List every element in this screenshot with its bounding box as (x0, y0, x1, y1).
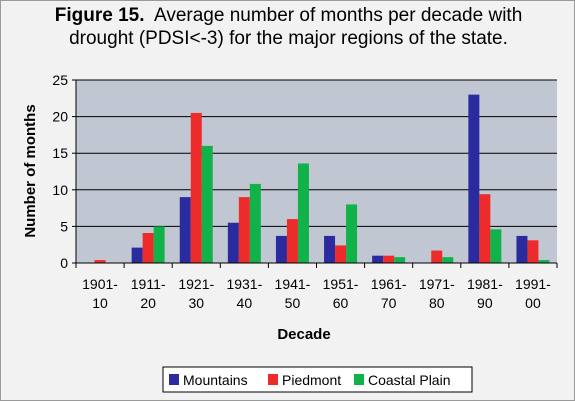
figure-number: Figure 15. (54, 5, 145, 26)
y-tick-labels: 0 5 10 15 20 25 (52, 72, 76, 271)
x-tick-label: 1941-50 (275, 276, 311, 311)
bar-piedmont (142, 232, 154, 263)
legend-label: Coastal Plain (368, 372, 451, 388)
bar-coastal-plain (297, 163, 309, 263)
bar-coastal-plain (153, 226, 165, 263)
x-tick-label: 1981-90 (467, 276, 503, 311)
x-tick-label: 1911-20 (131, 276, 166, 311)
bar-mountains (468, 94, 480, 263)
y-tick-label: 10 (52, 182, 68, 198)
legend-items: Mountains Piedmont Coastal Plain (169, 372, 451, 388)
bar-coastal-plain (490, 229, 502, 263)
legend-swatch (354, 374, 364, 385)
legend-box (162, 366, 473, 393)
legend: Mountains Piedmont Coastal Plain (162, 366, 473, 393)
bar-coastal-plain (201, 145, 213, 263)
bar-coastal-plain (394, 257, 406, 263)
bar-piedmont (431, 250, 443, 263)
x-tick-label: 1971-80 (419, 276, 455, 311)
bar-piedmont (335, 245, 347, 263)
bar-piedmont (238, 197, 250, 263)
bar-coastal-plain (249, 183, 261, 263)
x-tick-label: 1901-10 (82, 276, 118, 311)
bars (94, 94, 550, 263)
bar-mountains (516, 235, 528, 263)
x-axis-title: Decade (277, 326, 330, 343)
bar-mountains (227, 222, 239, 263)
x-tick-label: 1931-40 (226, 276, 262, 311)
y-tick-label: 25 (52, 72, 68, 88)
bar-piedmont (383, 255, 395, 263)
y-tick-label: 15 (52, 145, 68, 161)
chart-title-text-1: Average number of months per decade with (154, 5, 523, 26)
x-tick-label: 1961-70 (371, 276, 407, 311)
x-tick-label: 1921-30 (178, 276, 214, 311)
legend-swatch (268, 374, 278, 385)
chart-title-line2: drought (PDSI<-3) for the major regions … (69, 28, 508, 49)
y-tick-label: 5 (60, 218, 68, 234)
bar-piedmont (190, 112, 202, 263)
bar-coastal-plain (442, 257, 454, 263)
bar-piedmont (527, 240, 539, 263)
bar-mountains (324, 235, 336, 263)
chart-title: Figure 15. Average number of months per … (1, 4, 575, 50)
y-axis-title: Number of months (22, 104, 39, 237)
x-tick-label: 1951-60 (323, 276, 359, 311)
bar-coastal-plain (538, 260, 550, 263)
legend-label: Piedmont (282, 372, 341, 388)
bar-piedmont (94, 260, 106, 263)
chart-title-line1: Figure 15. Average number of months per … (1, 4, 575, 27)
x-tick-label: 1991-00 (515, 276, 551, 311)
bar-coastal-plain (346, 204, 358, 263)
bar-mountains (131, 247, 143, 263)
legend-swatch (169, 374, 179, 385)
y-tick-label: 20 (52, 109, 68, 125)
bar-piedmont (479, 194, 491, 263)
bar-mountains (179, 197, 191, 263)
x-tick-labels: 1901-10 1911-20 1921-30 1931-40 1941-50 1951-… (75, 263, 558, 311)
y-tick-label: 0 (60, 255, 68, 271)
legend-label: Mountains (183, 372, 248, 388)
bar-mountains (372, 255, 384, 263)
bar-piedmont (286, 219, 298, 263)
bar-mountains (275, 235, 287, 263)
